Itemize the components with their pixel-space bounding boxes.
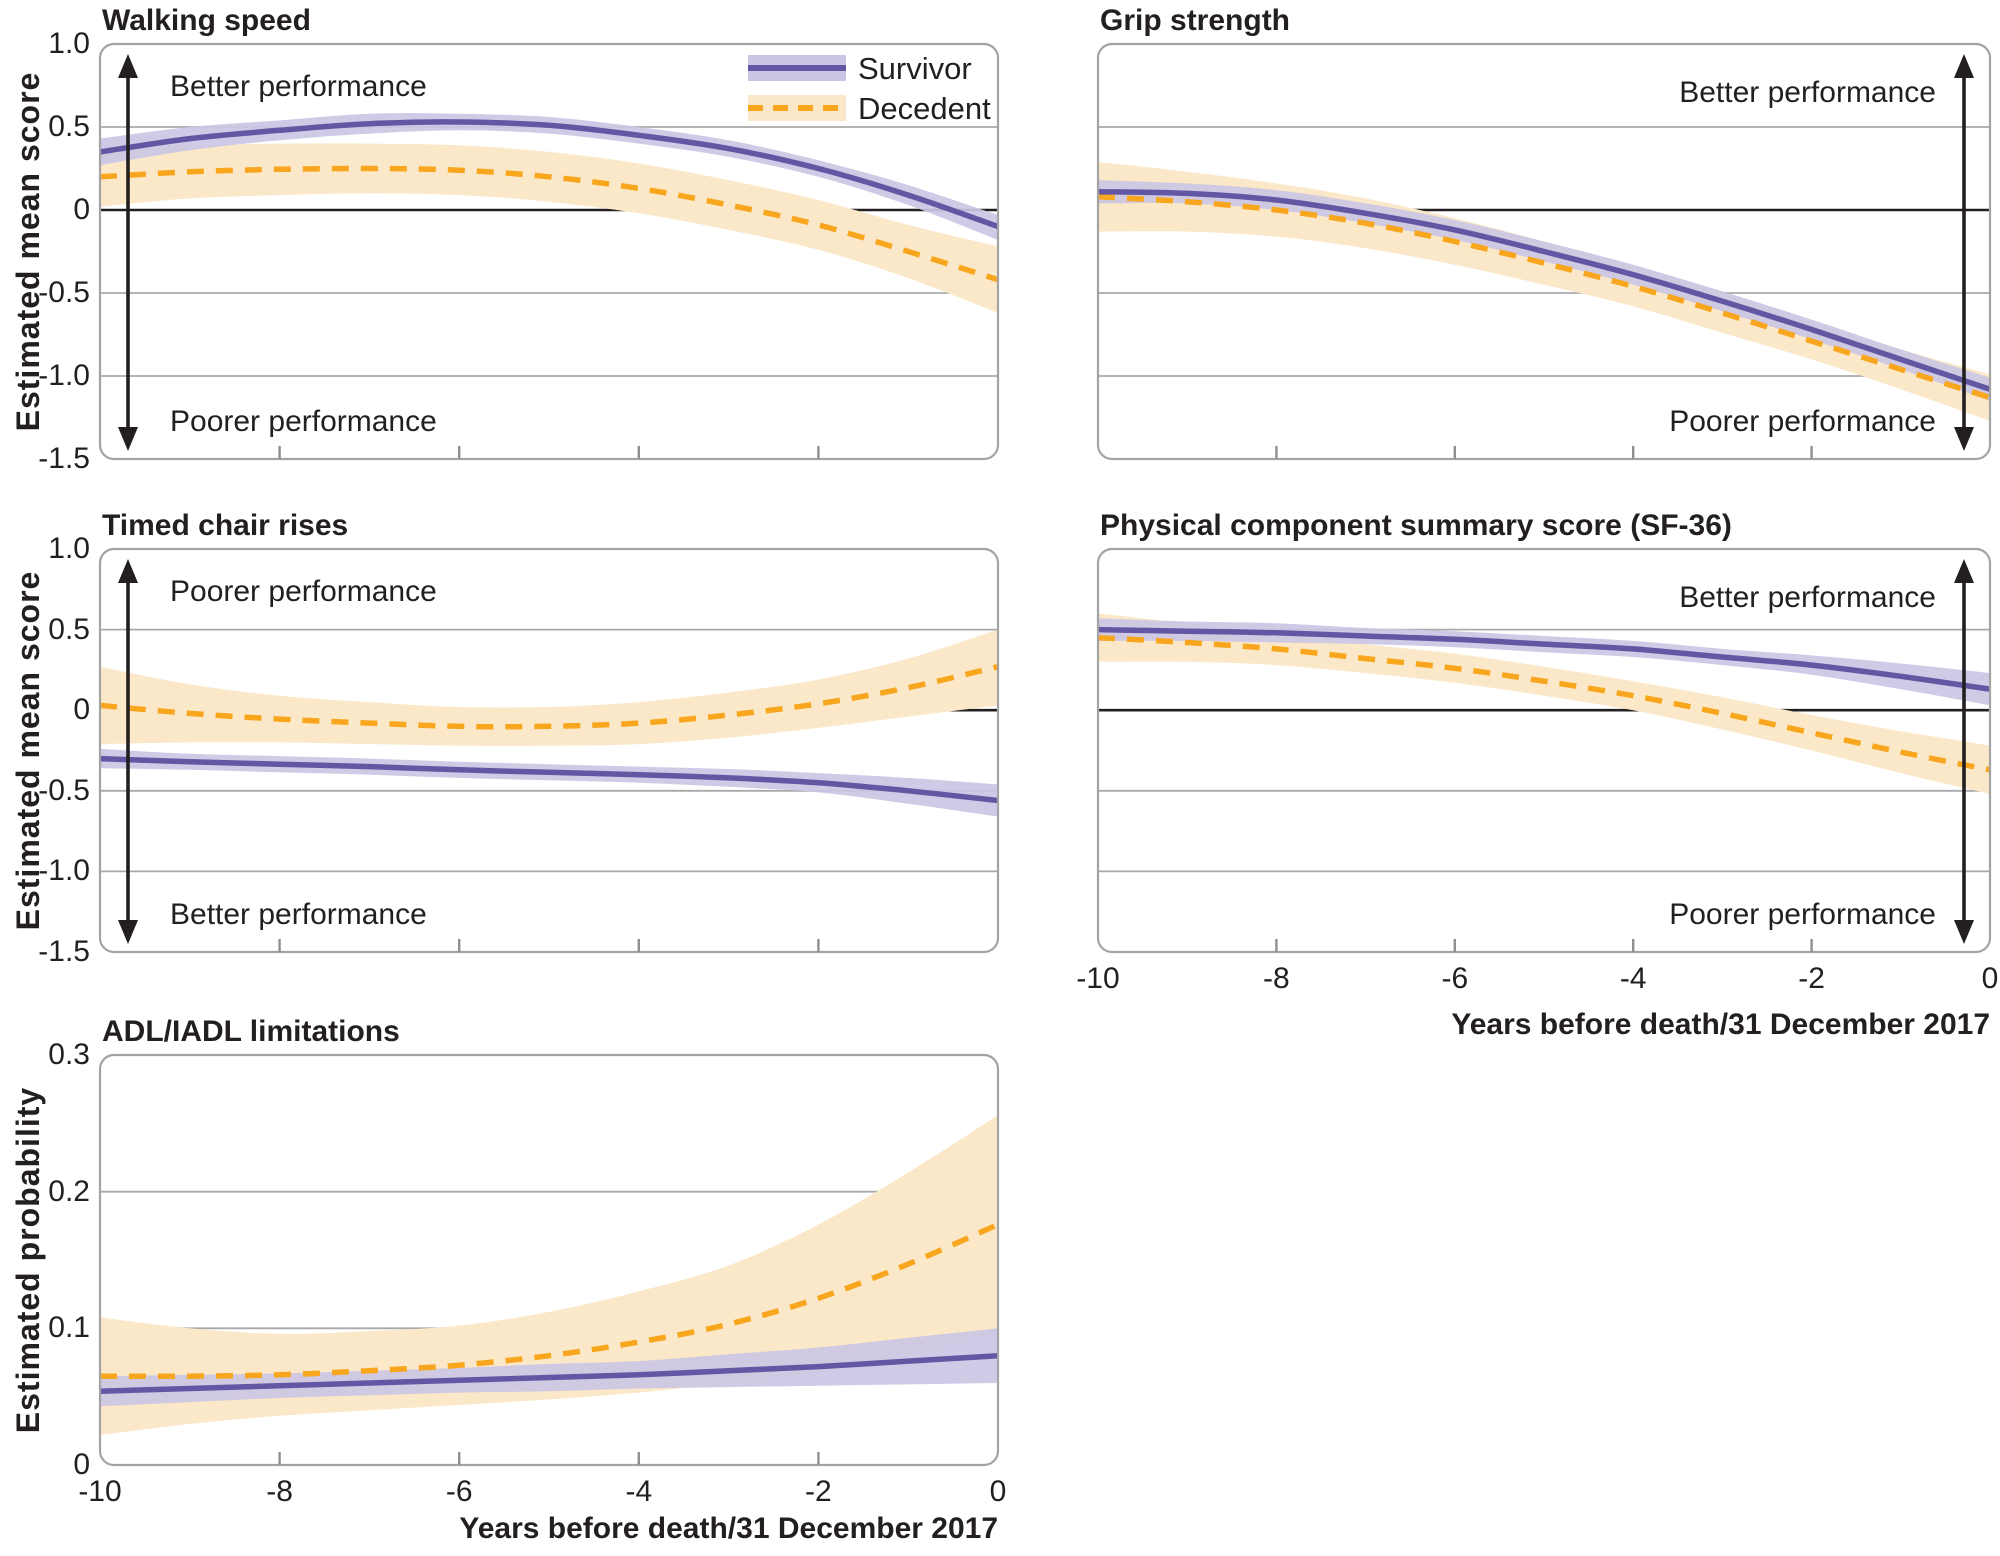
arrow-up-icon — [1954, 54, 1974, 78]
legend-label-survivor: Survivor — [858, 51, 972, 86]
x-tick-label: 0 — [989, 1475, 1007, 1508]
x-tick-label: -10 — [78, 1475, 122, 1508]
trend-line-survivor — [100, 119, 998, 230]
plot-area — [100, 113, 998, 377]
trend-line-survivor — [1098, 626, 1990, 692]
legend: Survivor Decedent — [748, 51, 991, 126]
panel-title-timed-chair-rises: Timed chair rises — [102, 509, 349, 542]
confidence-band-decedent — [100, 629, 998, 746]
trend-line-survivor — [1098, 188, 1990, 392]
y-tick-label: -1.0 — [38, 359, 90, 392]
y-tick-label: 0.5 — [48, 110, 90, 143]
panel-title-walking-speed: Walking speed — [102, 4, 311, 37]
chart-grip-strength: Better performance Poorer performance — [1096, 42, 1992, 461]
y-tick-label: 0.5 — [48, 612, 90, 646]
x-tick-label: -2 — [805, 1475, 832, 1508]
trend-line-decedent — [100, 1221, 998, 1380]
y-axis-label-mean-score-middle: Estimated mean score — [10, 570, 46, 931]
trend-line-decedent — [100, 165, 998, 283]
y-tick-label: -1.0 — [38, 854, 90, 888]
y-tick-label: -0.5 — [38, 773, 90, 807]
plot-area — [100, 1115, 998, 1435]
arrow-up-icon — [118, 54, 138, 78]
plot-area — [1098, 613, 1990, 873]
panel-title-adl-iadl: ADL/IADL limitations — [102, 1015, 400, 1048]
panel-border — [1096, 547, 1992, 954]
annotation-bottom: Poorer performance — [1669, 405, 1936, 438]
annotation-top: Better performance — [1679, 581, 1936, 614]
annotation-bottom: Poorer performance — [170, 405, 437, 438]
panel-title-physical-component: Physical component summary score (SF-36) — [1100, 509, 1732, 542]
confidence-band-decedent — [1098, 161, 1990, 421]
x-tick-label: -4 — [625, 1475, 653, 1508]
annotation-bottom: Better performance — [170, 898, 427, 931]
x-tick-label: -2 — [1798, 962, 1825, 995]
arrow-down-icon — [1954, 427, 1974, 451]
x-tick-label: -10 — [1076, 962, 1120, 995]
x-axis-title-right: Years before death/31 December 2017 — [1451, 1008, 1990, 1041]
x-tick-label: -4 — [1619, 962, 1647, 995]
annotation-top: Poorer performance — [170, 575, 437, 608]
panel-border — [98, 547, 1000, 954]
legend-label-decedent: Decedent — [858, 91, 991, 126]
arrow-down-icon — [118, 920, 138, 944]
panel-border — [98, 42, 1000, 461]
annotation-top: Better performance — [170, 70, 427, 103]
y-tick-label: 0.1 — [48, 1311, 90, 1345]
x-tick-label: -8 — [266, 1475, 293, 1508]
trend-line-decedent — [100, 664, 998, 730]
confidence-band-decedent — [1098, 613, 1990, 794]
panel-border — [1096, 42, 1992, 461]
arrow-down-icon — [1954, 920, 1974, 944]
arrow-up-icon — [1954, 559, 1974, 583]
y-tick-label: 0 — [73, 693, 90, 727]
y-tick-label: 0.3 — [48, 1038, 90, 1071]
trend-line-decedent — [1098, 634, 1990, 773]
x-tick-label: -6 — [445, 1475, 473, 1508]
y-tick-label: 1.0 — [48, 27, 90, 60]
plot-area — [100, 628, 998, 873]
annotation-top: Better performance — [1679, 76, 1936, 109]
chart-physical-component-summary-sf36: Better performance Poorer performance — [1096, 547, 1992, 954]
y-tick-label: 0 — [73, 1448, 90, 1481]
confidence-band-survivor — [100, 113, 998, 240]
y-tick-label: -0.5 — [38, 276, 90, 309]
trend-line-survivor — [100, 1352, 998, 1394]
panel-background — [100, 549, 998, 952]
trend-line-survivor — [100, 755, 998, 804]
y-axis-label-probability: Estimated probability — [10, 1086, 46, 1434]
x-tick-label: -8 — [1263, 962, 1290, 995]
y-axis-label-mean-score-top: Estimated mean score — [10, 71, 46, 432]
chart-timed-chair-rises: Poorer performance Better performance — [98, 547, 1000, 954]
confidence-band-survivor — [1098, 618, 1990, 706]
y-tick-label: 1.0 — [48, 532, 90, 565]
x-tick-label: 0 — [1981, 962, 1999, 995]
confidence-band-decedent — [100, 143, 998, 313]
y-tick-label: -1.5 — [38, 935, 90, 968]
trend-line-decedent — [1098, 193, 1990, 401]
annotation-bottom: Poorer performance — [1669, 898, 1936, 931]
x-tick-label: -6 — [1441, 962, 1469, 995]
panel-border — [98, 1053, 1000, 1467]
panel-title-grip-strength: Grip strength — [1100, 4, 1291, 37]
chart-adl-iadl-limitations — [98, 1053, 1000, 1467]
plot-area — [1098, 126, 1990, 421]
chart-walking-speed: Better performance Poorer performance Surv… — [98, 42, 1000, 461]
x-axis-title-left: Years before death/31 December 2017 — [459, 1512, 998, 1545]
arrow-up-icon — [118, 559, 138, 583]
y-tick-label: 0 — [73, 193, 90, 226]
y-tick-label: -1.5 — [38, 442, 90, 475]
arrow-down-icon — [118, 427, 138, 451]
y-tick-label: 0.2 — [48, 1174, 90, 1208]
